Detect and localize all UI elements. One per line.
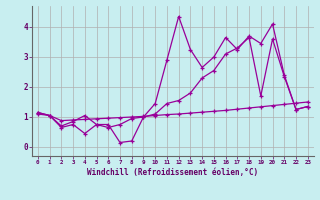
X-axis label: Windchill (Refroidissement éolien,°C): Windchill (Refroidissement éolien,°C) bbox=[87, 168, 258, 177]
